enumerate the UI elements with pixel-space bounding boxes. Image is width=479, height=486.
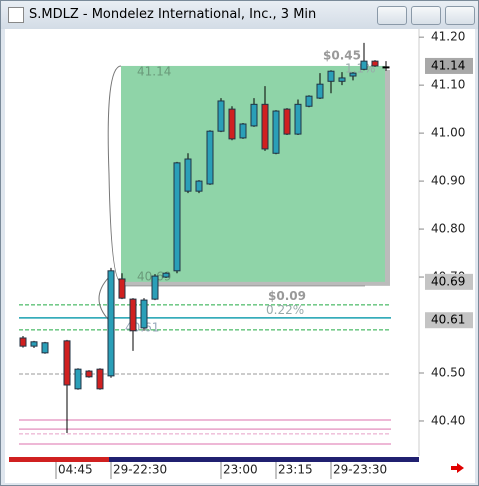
candle-body [162,272,170,278]
candle-body [382,66,390,69]
candle-body [294,103,302,135]
candle-body [261,103,269,150]
maximize-button[interactable] [411,6,441,25]
x-tick-label: 29-22:30 [113,463,167,477]
candle-body [173,162,181,272]
candle-body [217,100,225,132]
measure-percent: 0.22% [266,303,304,317]
candle-body [305,95,313,107]
measure-percent: 1.1% [345,61,376,75]
candle-body [250,103,258,127]
candle-body [349,72,357,77]
y-tick-label: 40.50 [431,365,465,379]
candle-body [338,77,346,82]
measure-change: $0.45 [323,48,361,62]
title-bar: S.MDLZ - Mondelez International, Inc., 3… [1,1,478,29]
candle-body [118,278,126,299]
x-tick-label: 04:45 [58,463,93,477]
measure-box [121,65,385,282]
x-tick-label: 23:15 [278,463,313,477]
candle-body [239,123,247,139]
y-tick-label: 41.10 [431,78,465,92]
candle-body [327,70,335,82]
candle-body [107,270,115,377]
measure-label: 41.14 [137,64,171,78]
candle-body [151,275,159,300]
candle-body [283,108,291,135]
price-box-label: 40.69 [431,274,465,288]
candle-body [371,60,379,67]
y-tick-label: 41.00 [431,126,465,140]
measure-arc [107,65,122,283]
scroll-arrow[interactable] [451,463,464,473]
candle-body [85,370,93,378]
window-title: S.MDLZ - Mondelez International, Inc., 3… [29,7,317,22]
minimize-button[interactable] [377,6,407,25]
session-bar [109,457,419,462]
y-tick-label: 40.90 [431,174,465,188]
candle-body [30,341,38,347]
session-bar [9,457,109,462]
price-box [425,273,473,290]
candle-body [316,83,324,99]
price-box [425,312,473,329]
price-box-label: 40.61 [431,313,465,327]
x-tick-label: 23:00 [223,463,258,477]
candle-body [140,299,148,329]
app-icon [8,7,24,23]
y-tick-label: 40.80 [431,222,465,236]
candle-body [206,130,214,185]
close-button[interactable] [445,6,475,25]
candle-body [184,158,192,192]
candle-body [41,342,49,354]
y-tick-label: 41.20 [431,30,465,44]
candle-body [195,180,203,192]
y-tick-label: 40.40 [431,413,465,427]
price-box [425,57,473,74]
candle-body [96,368,104,390]
candle-body [272,110,280,154]
candle-body [360,60,368,70]
measure-change: $0.09 [268,289,306,303]
x-tick-label: 29-23:30 [333,463,387,477]
candle-body [228,108,236,140]
price-box-label: 41.14 [431,58,465,72]
candle-body [19,337,27,347]
candle-body [63,340,71,386]
candle-body [74,368,82,390]
candle-body [129,298,137,332]
measure-arc [98,276,110,321]
chart: 41.2041.1041.0040.9040.8040.7040.5040.40… [5,29,475,483]
